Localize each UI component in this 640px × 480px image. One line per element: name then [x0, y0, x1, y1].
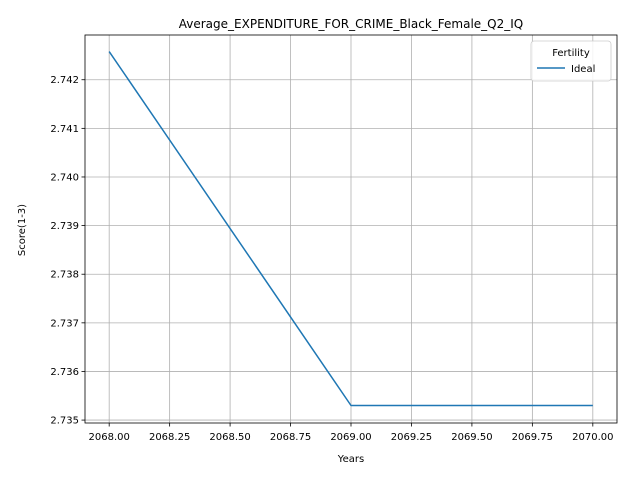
- x-tick-label: 2070.00: [572, 432, 613, 443]
- legend-title: Fertility: [552, 48, 590, 59]
- x-tick-label: 2069.25: [391, 432, 432, 443]
- y-tick-label: 2.738: [50, 270, 79, 281]
- y-tick-label: 2.737: [50, 318, 79, 329]
- data-point: [108, 51, 110, 53]
- data-point: [592, 405, 594, 407]
- plot-lines: [108, 51, 593, 407]
- x-tick-label: 2068.50: [209, 432, 250, 443]
- chart-title: Average_EXPENDITURE_FOR_CRIME_Black_Fema…: [179, 17, 523, 31]
- x-axis-title: Years: [337, 454, 364, 465]
- y-tick-label: 2.742: [50, 75, 79, 86]
- x-tick-label: 2069.75: [512, 432, 553, 443]
- legend-entry-label: Ideal: [571, 64, 595, 75]
- y-tick-label: 2.735: [50, 416, 79, 427]
- y-tick-label: 2.739: [50, 221, 79, 232]
- data-point: [350, 405, 352, 407]
- x-tick-label: 2068.75: [270, 432, 311, 443]
- x-tick-label: 2068.25: [149, 432, 190, 443]
- y-tick-label: 2.736: [50, 367, 79, 378]
- y-axis-title: Score(1-3): [17, 204, 28, 256]
- x-tick-label: 2069.50: [451, 432, 492, 443]
- x-tick-label: 2068.00: [89, 432, 130, 443]
- legend-box: [530, 40, 612, 82]
- x-axis-ticks: 2068.00 2068.25 2068.50 2068.75 2069.00 2069.…: [89, 423, 613, 443]
- y-tick-label: 2.741: [50, 124, 79, 135]
- series-line-ideal: [108, 51, 593, 407]
- legend: Fertility Ideal: [530, 40, 612, 82]
- x-tick-label: 2069.00: [330, 432, 371, 443]
- y-axis-ticks: 2.735 2.736 2.737 2.738 2.739 2.740 2.741 2.742: [50, 75, 85, 427]
- y-tick-label: 2.740: [50, 172, 79, 183]
- grid: [85, 35, 617, 423]
